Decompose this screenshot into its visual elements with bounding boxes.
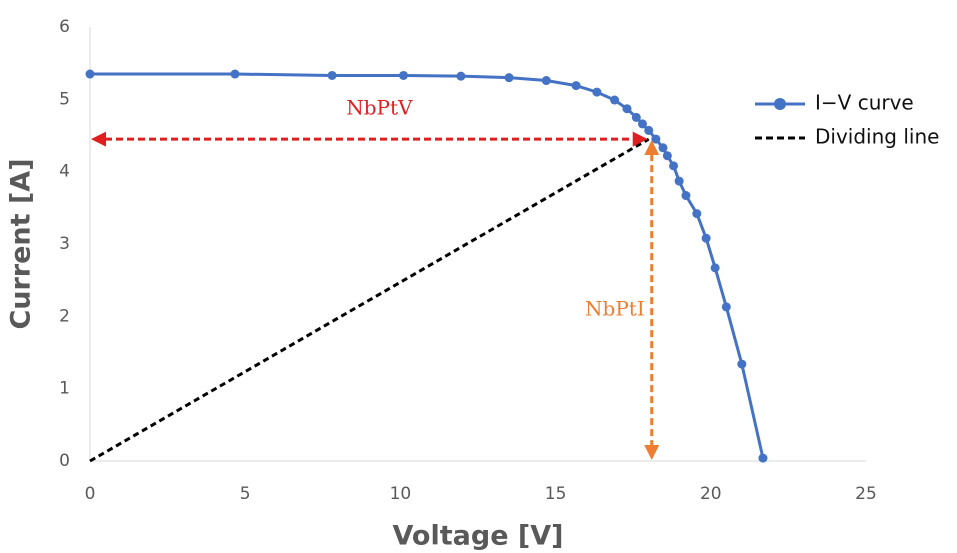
data-point xyxy=(571,81,581,91)
annotation-label: NbPtI xyxy=(585,297,645,321)
data-point xyxy=(721,302,731,312)
data-point xyxy=(651,134,661,144)
data-point xyxy=(622,104,632,114)
y-tick-label: 4 xyxy=(59,162,70,182)
y-tick-label: 6 xyxy=(59,17,70,37)
data-point xyxy=(610,95,620,105)
data-point xyxy=(85,69,95,79)
legend-label: I−V curve xyxy=(815,91,914,115)
x-tick-label: 20 xyxy=(700,484,722,504)
data-point xyxy=(230,69,240,79)
data-point xyxy=(674,176,684,186)
data-point xyxy=(399,70,409,80)
y-tick-label: 5 xyxy=(59,89,70,109)
x-tick-label: 0 xyxy=(85,484,96,504)
legend-label: Dividing line xyxy=(815,125,939,149)
y-tick-label: 3 xyxy=(59,234,70,254)
data-point xyxy=(541,76,551,86)
data-point xyxy=(658,143,668,153)
data-point xyxy=(504,73,514,83)
y-tick-label: 1 xyxy=(59,379,70,399)
data-point xyxy=(592,87,602,97)
data-point xyxy=(681,191,691,201)
annotation-label: NbPtV xyxy=(346,96,413,120)
x-tick-label: 10 xyxy=(390,484,412,504)
data-point xyxy=(669,161,679,171)
data-point xyxy=(644,125,654,135)
series-line xyxy=(90,72,765,459)
data-point xyxy=(692,209,702,219)
data-point xyxy=(710,263,720,273)
data-point xyxy=(638,119,648,129)
x-tick-label: 25 xyxy=(855,484,877,504)
series-line xyxy=(89,137,650,463)
data-point xyxy=(758,453,768,463)
x-tick-label: 5 xyxy=(240,484,251,504)
y-axis-title: Current [A] xyxy=(6,158,37,329)
data-point xyxy=(662,151,672,161)
legend-marker xyxy=(774,98,786,110)
x-tick-label: 15 xyxy=(545,484,567,504)
data-point xyxy=(631,112,641,122)
y-tick-label: 0 xyxy=(59,451,70,471)
data-point xyxy=(701,233,711,243)
data-point xyxy=(327,70,337,80)
y-tick-label: 2 xyxy=(59,306,70,326)
x-axis-title: Voltage [V] xyxy=(393,521,564,552)
data-point xyxy=(456,71,466,81)
data-point xyxy=(737,359,747,369)
